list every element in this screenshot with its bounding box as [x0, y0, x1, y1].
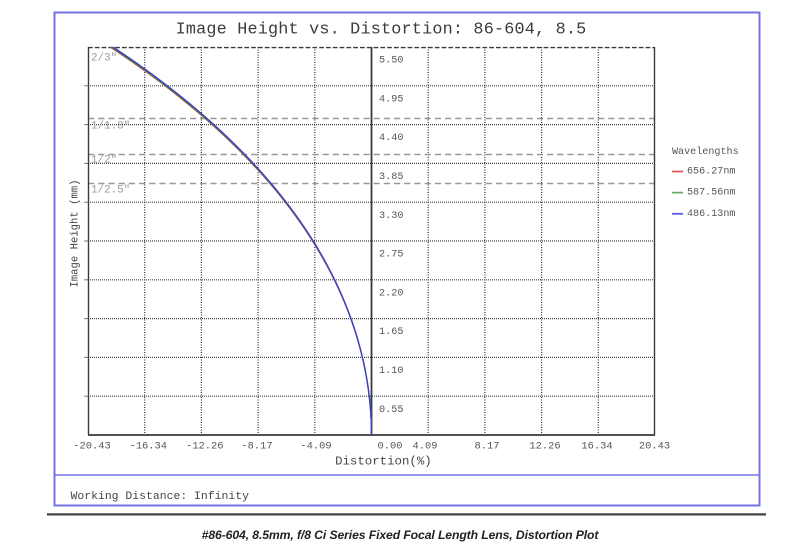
svg-text:1/2.5": 1/2.5"	[91, 185, 130, 197]
svg-text:2.75: 2.75	[379, 250, 403, 261]
svg-text:2/3": 2/3"	[91, 53, 117, 65]
svg-text:-4.09: -4.09	[300, 440, 331, 452]
svg-text:8.17: 8.17	[475, 440, 500, 452]
svg-text:-16.34: -16.34	[130, 440, 167, 452]
svg-text:0.00: 0.00	[378, 440, 403, 452]
svg-text:5.50: 5.50	[379, 56, 403, 67]
svg-text:1/1.8": 1/1.8"	[91, 121, 130, 133]
svg-text:Image Height (mm): Image Height (mm)	[70, 179, 82, 287]
svg-text:656.27nm: 656.27nm	[687, 167, 735, 178]
svg-text:1.65: 1.65	[379, 327, 403, 338]
svg-text:4.40: 4.40	[379, 133, 403, 144]
svg-text:20.43: 20.43	[639, 440, 670, 452]
svg-text:4.09: 4.09	[413, 440, 438, 452]
svg-text:Working Distance: Infinity: Working Distance: Infinity	[71, 490, 250, 503]
svg-text:-12.26: -12.26	[186, 440, 223, 452]
svg-text:486.13nm: 486.13nm	[687, 209, 735, 220]
svg-text:Wavelengths: Wavelengths	[672, 146, 739, 158]
svg-text:3.30: 3.30	[379, 211, 403, 222]
svg-text:#86-604, 8.5mm, f/8 Ci Series: #86-604, 8.5mm, f/8 Ci Series Fixed Foca…	[202, 528, 600, 542]
svg-text:3.85: 3.85	[379, 172, 403, 183]
svg-text:12.26: 12.26	[529, 440, 560, 452]
svg-text:4.95: 4.95	[379, 94, 403, 105]
svg-text:-8.17: -8.17	[241, 440, 272, 452]
svg-text:-20.43: -20.43	[73, 440, 110, 452]
svg-text:1/2": 1/2"	[91, 155, 117, 167]
svg-text:16.34: 16.34	[581, 440, 612, 452]
svg-text:587.56nm: 587.56nm	[687, 188, 735, 199]
svg-text:Image Height vs. Distortion: 8: Image Height vs. Distortion: 86-604, 8.5	[176, 20, 587, 39]
svg-text:Distortion(%): Distortion(%)	[335, 455, 432, 469]
svg-text:2.20: 2.20	[379, 288, 403, 299]
svg-text:0.55: 0.55	[379, 405, 403, 416]
svg-text:1.10: 1.10	[379, 366, 403, 377]
